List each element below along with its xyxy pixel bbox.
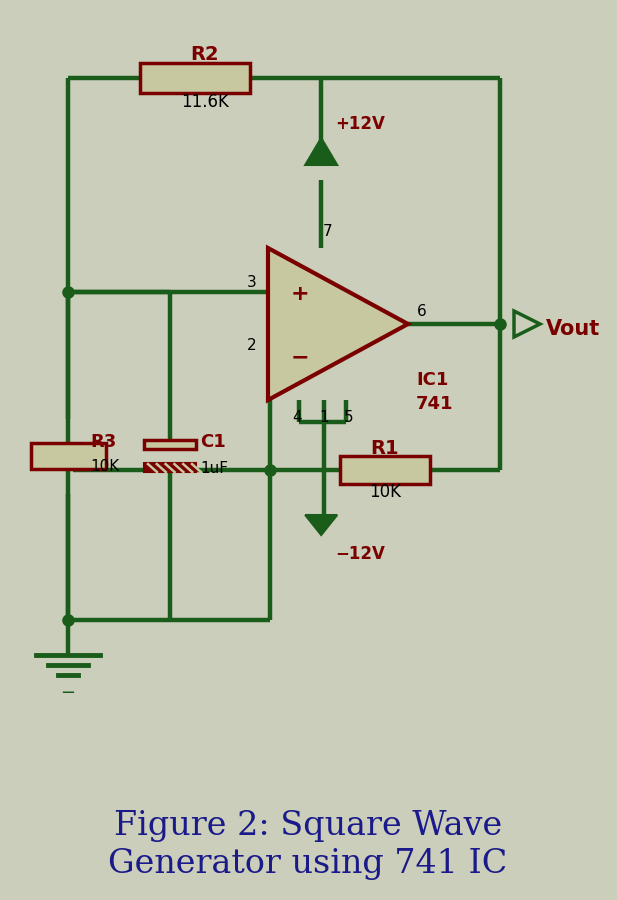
Text: +12V: +12V xyxy=(335,115,385,133)
Polygon shape xyxy=(305,138,337,165)
Text: R1: R1 xyxy=(371,438,399,457)
Polygon shape xyxy=(514,311,540,337)
Bar xyxy=(140,63,250,93)
Bar xyxy=(30,443,106,469)
Text: 10K: 10K xyxy=(369,483,401,501)
Text: Vout: Vout xyxy=(546,319,600,339)
Text: 1uF: 1uF xyxy=(200,461,228,475)
Text: 4: 4 xyxy=(292,410,302,426)
Text: 1: 1 xyxy=(319,410,329,426)
Bar xyxy=(144,463,196,472)
Text: 7: 7 xyxy=(323,224,332,239)
Bar xyxy=(144,440,196,449)
Text: C1: C1 xyxy=(200,433,226,451)
Text: 11.6K: 11.6K xyxy=(181,93,229,111)
Text: R2: R2 xyxy=(191,44,219,64)
Text: R3: R3 xyxy=(90,433,116,451)
Text: Figure 2: Square Wave
Generator using 741 IC: Figure 2: Square Wave Generator using 74… xyxy=(109,811,508,879)
Bar xyxy=(340,456,430,484)
Text: −: − xyxy=(291,348,309,368)
Text: −: − xyxy=(60,684,75,702)
Text: IC1: IC1 xyxy=(416,371,449,389)
Text: 3: 3 xyxy=(247,274,257,290)
Text: 2: 2 xyxy=(247,338,257,354)
Text: +: + xyxy=(291,284,309,304)
Text: 5: 5 xyxy=(344,410,353,426)
Text: 10K: 10K xyxy=(90,458,119,473)
Text: 741: 741 xyxy=(416,395,453,413)
Polygon shape xyxy=(268,248,408,400)
Polygon shape xyxy=(305,515,337,535)
Text: 6: 6 xyxy=(417,304,427,320)
Text: −12V: −12V xyxy=(335,545,385,563)
